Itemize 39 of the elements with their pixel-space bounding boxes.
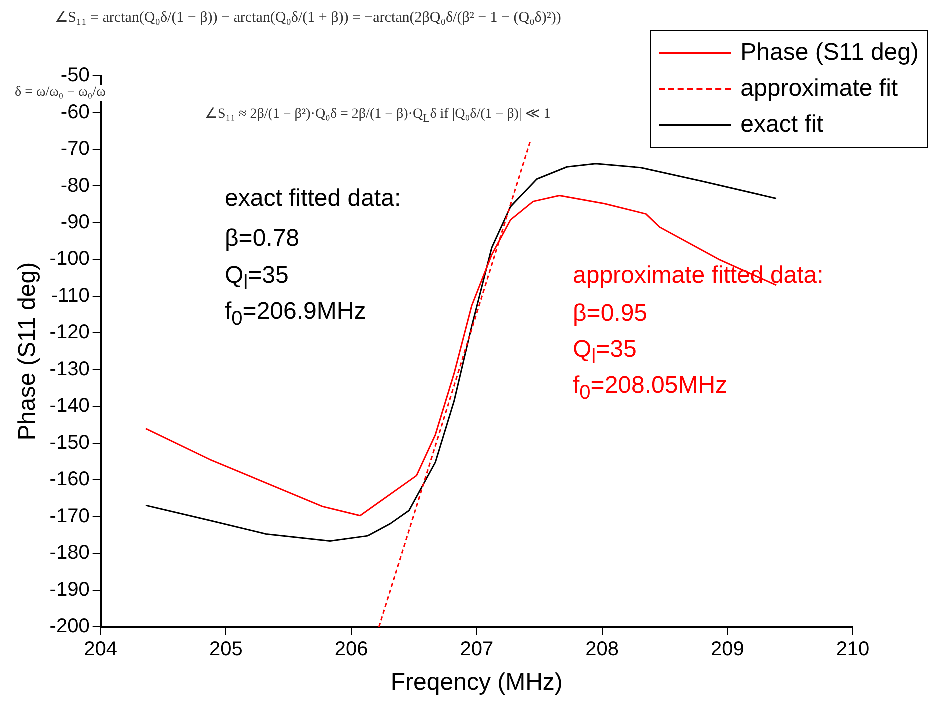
annotation: approximate fitted data: xyxy=(573,262,824,290)
y-tick-label: -150 xyxy=(50,432,90,454)
annotation: β=0.95 xyxy=(573,300,648,328)
x-tick-label: 208 xyxy=(586,638,619,661)
annotation: Q$_{l}$=35 xyxy=(225,262,289,295)
x-tick-label: 204 xyxy=(84,638,118,661)
legend-label: approximate fit xyxy=(740,74,898,104)
y-tick-label: -190 xyxy=(50,578,90,601)
legend-label: Phase (S11 deg) xyxy=(740,38,919,68)
y-tick-label: -180 xyxy=(50,542,90,564)
annotation: ∠S₁₁ ≈ 2β/(1 − β²)·Q₀δ = 2β/(1 − β)·Q$_{L}$δ if |Q₀δ/(1 − β)| ≪ 1 xyxy=(205,105,551,125)
y-axis-title: Phase (S11 deg) xyxy=(14,262,42,441)
y-tick-label: -200 xyxy=(50,616,90,638)
x-tick-label: 206 xyxy=(334,638,368,661)
y-tick-label: -110 xyxy=(51,284,90,307)
y-tick-label: -130 xyxy=(50,358,90,380)
y-tick-label: -170 xyxy=(50,505,90,528)
y-tick-label: -140 xyxy=(50,395,90,418)
text: ∠S₁₁ = arctan(Q₀δ/(1 − β)) − arctan(Q₀δ/(1 + β)) = −arctan(2βQ₀δ/(β² − 1 − (Q₀δ)²)) xyxy=(55,8,562,27)
y-tick-label: -60 xyxy=(60,101,90,124)
annotation: f$_{0}$=206.9MHz xyxy=(225,298,366,331)
x-axis-title: Freqency (MHz) xyxy=(390,669,563,696)
x-tick-label: 210 xyxy=(836,638,870,661)
x-tick-label: 207 xyxy=(460,638,494,661)
annotation: β=0.78 xyxy=(225,225,300,253)
y-tick-label: -50 xyxy=(60,64,90,87)
y-tick-label: -160 xyxy=(50,468,90,491)
y-tick-label: -80 xyxy=(60,174,90,197)
annotation: δ = ω/ω₀ − ω₀/ω xyxy=(15,85,106,101)
annotation: f$_{0}$=208.05MHz xyxy=(573,372,728,405)
annotation: exact fitted data: xyxy=(225,185,402,213)
y-tick-label: -120 xyxy=(50,322,90,344)
y-tick-label: -90 xyxy=(60,212,90,234)
annotation: Q$_{l}$=35 xyxy=(573,336,637,369)
y-tick-label: -100 xyxy=(50,248,90,270)
y-tick-label: -70 xyxy=(60,138,90,160)
legend-label: exact fit xyxy=(740,110,824,140)
x-tick-label: 209 xyxy=(710,638,744,661)
x-tick-label: 205 xyxy=(210,638,243,661)
